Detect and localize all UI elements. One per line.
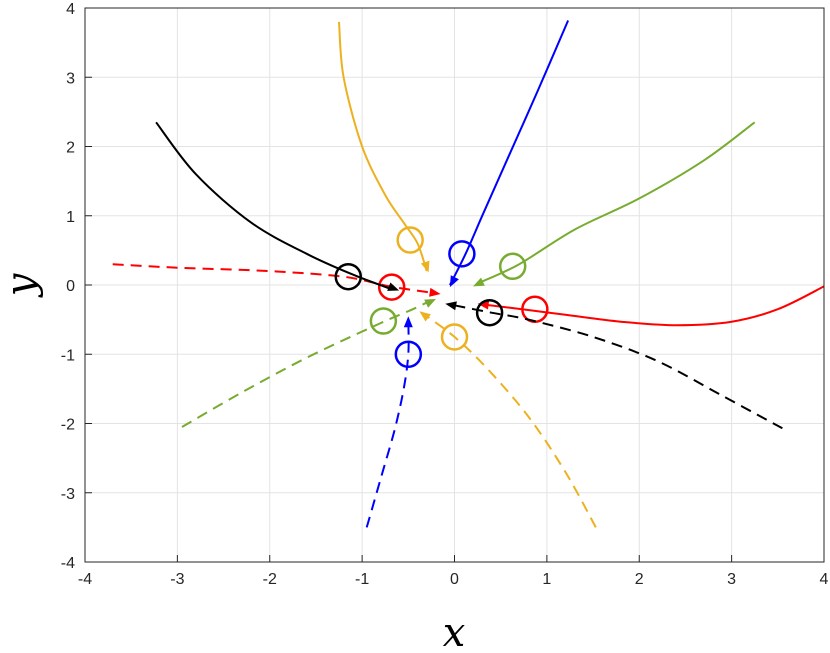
series-0: [448, 20, 570, 288]
arrowhead: [429, 287, 441, 297]
series-line: [181, 299, 432, 428]
series-layer: [112, 20, 825, 528]
x-tick-label: 2: [635, 571, 644, 588]
y-tick-label: -2: [61, 417, 75, 434]
arrowhead: [424, 298, 436, 308]
series-line: [426, 315, 597, 528]
series-line: [449, 20, 570, 286]
y-tick-label: 4: [66, 1, 75, 18]
y-tick-label: -1: [61, 347, 75, 364]
arrowhead: [419, 311, 431, 322]
arrowhead: [387, 282, 400, 291]
arrowhead: [449, 275, 459, 288]
circle-marker: [396, 226, 424, 254]
series-line: [449, 303, 783, 430]
x-tick-label: 3: [727, 571, 736, 588]
series-5: [181, 298, 436, 428]
x-tick-label: 1: [542, 571, 551, 588]
x-tick-label: -1: [355, 571, 369, 588]
x-tick-label: 4: [820, 571, 829, 588]
circle-marker: [334, 262, 363, 291]
y-tick-label: -3: [61, 486, 75, 503]
x-tick-label: 0: [450, 571, 459, 588]
arrowhead: [473, 277, 485, 287]
y-tick-label: 0: [66, 278, 75, 295]
series-8: [155, 121, 400, 291]
arrowhead: [403, 316, 413, 328]
series-line: [338, 21, 428, 272]
circle-marker: [475, 298, 504, 327]
y-tick-label: 2: [66, 140, 75, 157]
series-line: [481, 121, 756, 283]
x-tick-label: -2: [263, 571, 277, 588]
y-axis-label: y: [0, 272, 44, 298]
arrowhead: [445, 301, 457, 311]
circle-marker: [369, 307, 398, 335]
circle-marker: [498, 252, 527, 281]
series-line: [482, 285, 825, 327]
y-tick-label: 3: [66, 70, 75, 87]
circle-marker: [440, 323, 469, 351]
series-2: [338, 21, 430, 273]
arrowhead: [420, 260, 430, 273]
series-9: [445, 298, 783, 430]
series-line: [155, 121, 391, 290]
circle-marker: [448, 240, 476, 268]
series-line: [365, 319, 410, 528]
ticks: -4 -3 -2 -1 0 1 2 3 4 -4 -3 -2 -1 0 1 2 3 4: [61, 1, 829, 588]
series-1: [365, 316, 423, 528]
x-tick-label: -4: [78, 571, 92, 588]
circle-marker: [394, 340, 423, 368]
y-tick-label: 1: [66, 209, 75, 226]
y-tick-label: -4: [61, 555, 75, 572]
x-axis-label: x: [443, 610, 466, 653]
x-tick-label: -3: [170, 571, 184, 588]
series-3: [419, 311, 597, 528]
circle-marker: [377, 273, 406, 301]
arrowhead: [477, 300, 490, 310]
series-4: [473, 121, 756, 287]
